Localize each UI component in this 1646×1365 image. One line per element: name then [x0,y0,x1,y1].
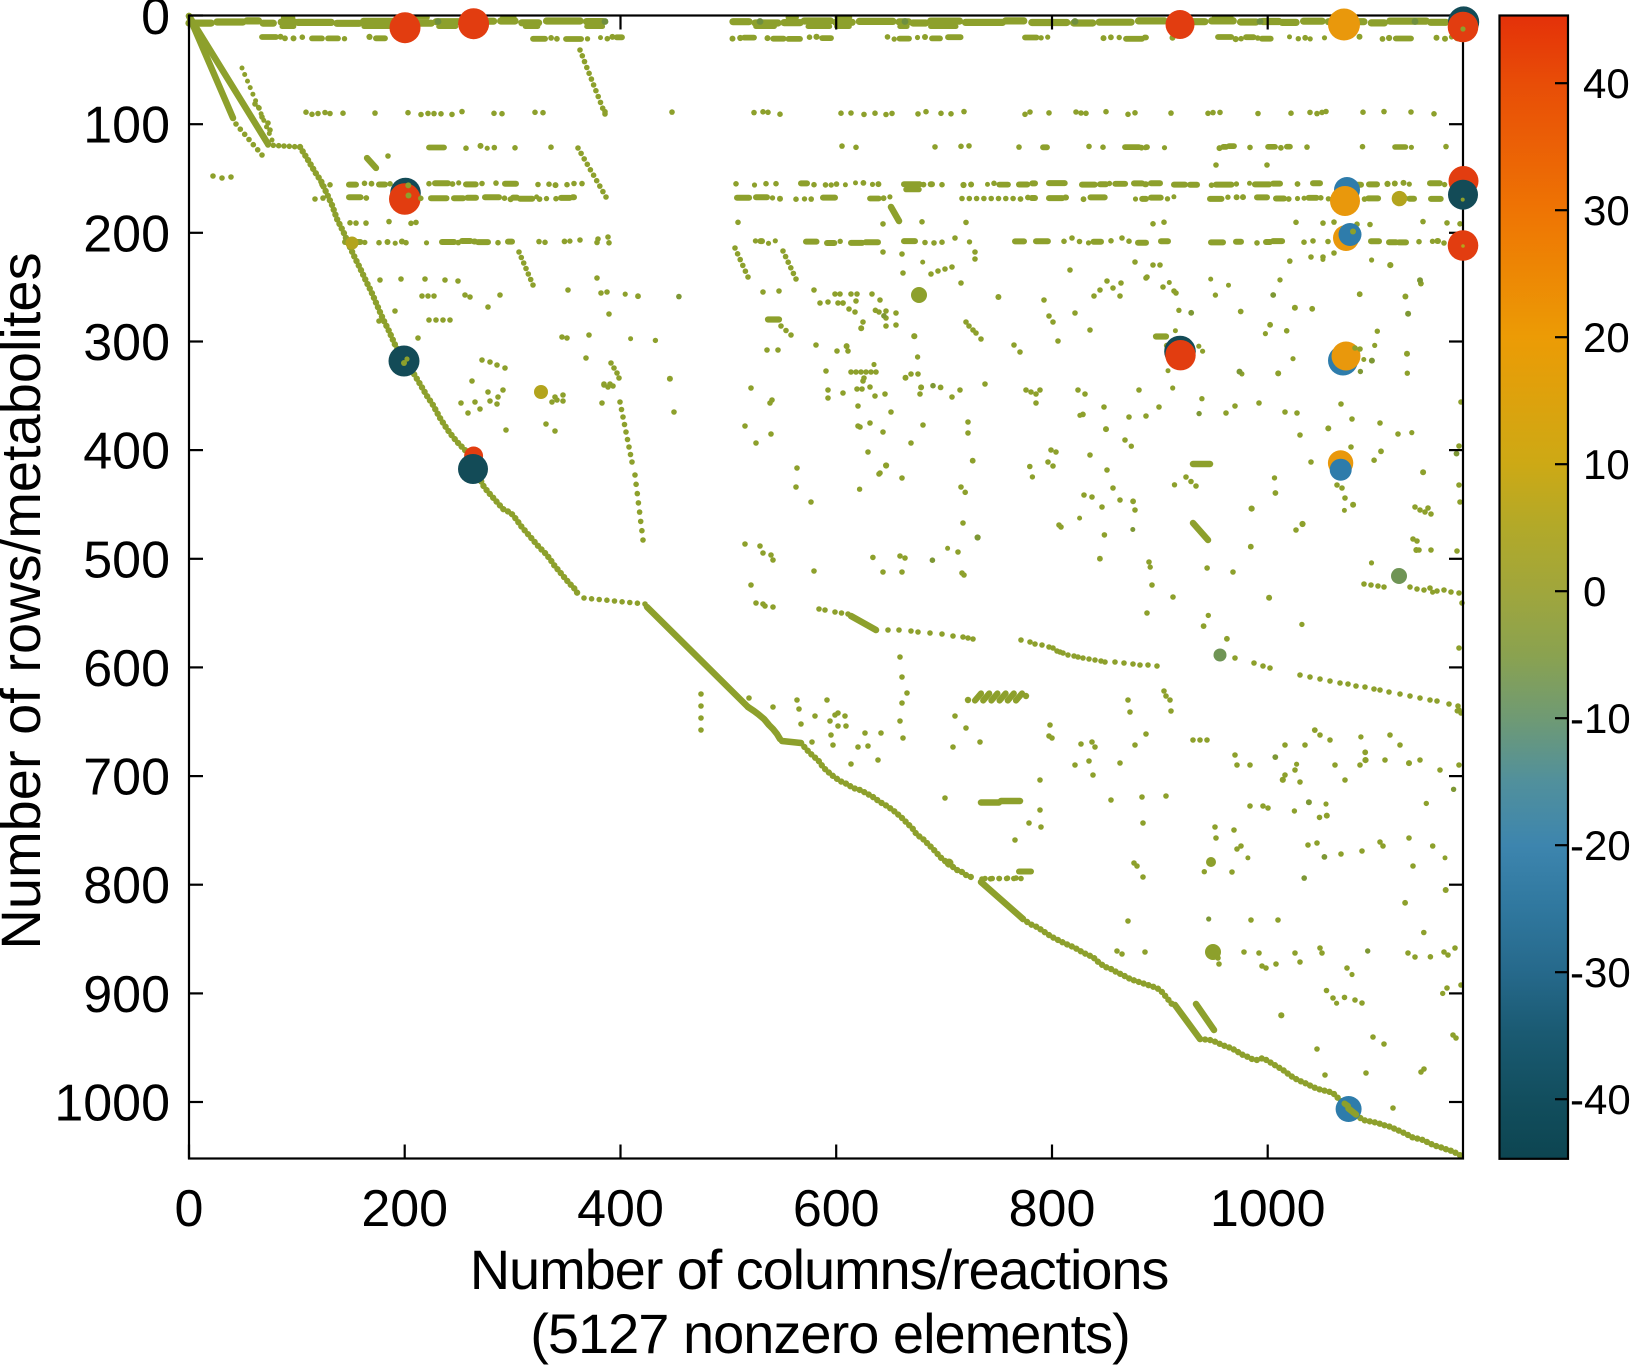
svg-text:600: 600 [793,1180,880,1238]
svg-text:800: 800 [83,857,170,915]
svg-text:-20: -20 [1570,822,1631,869]
svg-text:-30: -30 [1570,949,1631,996]
svg-text:0: 0 [141,0,170,46]
svg-text:Number of rows/metabolites: Number of rows/metabolites [0,252,52,949]
svg-text:100: 100 [83,97,170,155]
svg-text:900: 900 [83,966,170,1024]
svg-text:400: 400 [577,1180,664,1238]
svg-text:0: 0 [175,1180,204,1238]
svg-text:(5127 nonzero elements): (5127 nonzero elements) [530,1302,1130,1365]
svg-text:Number of columns/reactions: Number of columns/reactions [470,1238,1169,1301]
svg-text:400: 400 [83,423,170,481]
svg-text:700: 700 [83,749,170,807]
svg-text:40: 40 [1583,60,1630,107]
svg-text:200: 200 [361,1180,448,1238]
svg-text:20: 20 [1583,314,1630,361]
svg-text:-40: -40 [1570,1076,1631,1123]
svg-text:0: 0 [1583,568,1606,615]
svg-text:-10: -10 [1570,695,1631,742]
svg-text:1000: 1000 [1210,1180,1326,1238]
svg-text:300: 300 [83,314,170,372]
svg-text:1000: 1000 [54,1075,170,1133]
svg-text:800: 800 [1009,1180,1096,1238]
svg-text:10: 10 [1583,441,1630,488]
svg-text:600: 600 [83,640,170,698]
svg-text:500: 500 [83,531,170,589]
svg-text:30: 30 [1583,187,1630,234]
svg-text:200: 200 [83,205,170,263]
